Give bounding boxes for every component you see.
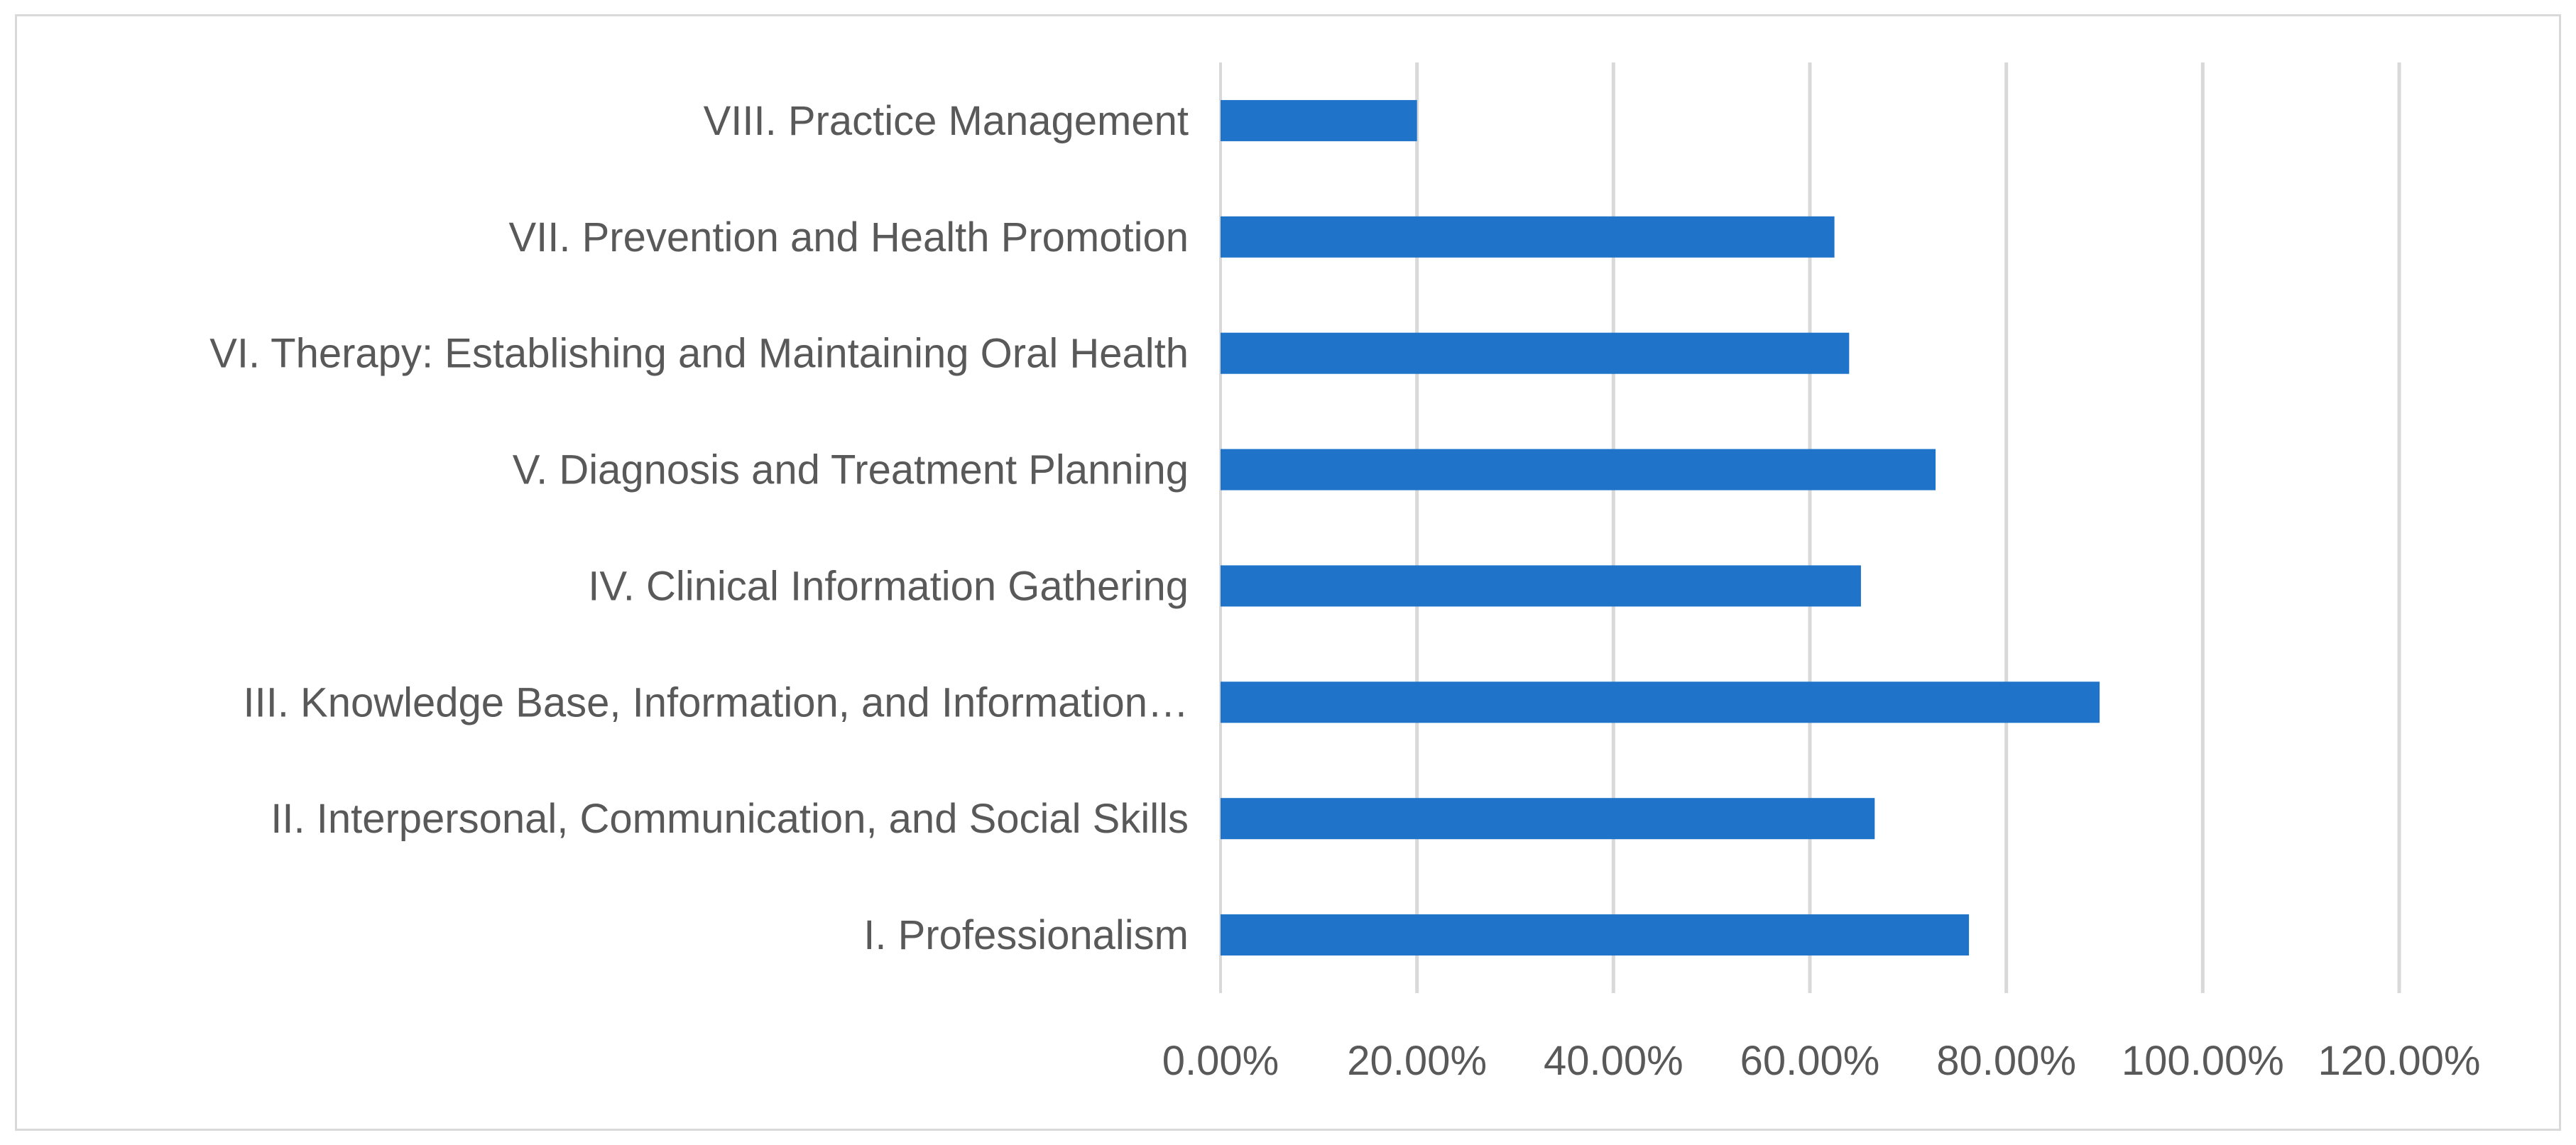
x-tick-label: 40.00%	[1544, 1038, 1683, 1084]
bar	[1221, 99, 1417, 141]
x-axis-tick-labels: 0.00% 20.00% 40.00% 60.00% 80.00% 100.00% 120.…	[1162, 1038, 2481, 1084]
category-label: VII. Prevention and Health Promotion	[508, 214, 1189, 261]
bar	[1221, 914, 1970, 956]
category-label: I. Professionalism	[863, 912, 1189, 958]
bar	[1221, 798, 1875, 840]
x-tick-label: 20.00%	[1347, 1038, 1487, 1084]
x-tick-label: 0.00%	[1162, 1038, 1279, 1084]
grid-lines	[1219, 62, 2401, 993]
bar	[1221, 332, 1850, 374]
category-label: VIII. Practice Management	[704, 98, 1189, 144]
bar	[1221, 565, 1861, 607]
category-label: III. Knowledge Base, Information, and In…	[243, 679, 1189, 725]
category-label: II. Interpersonal, Communication, and So…	[271, 796, 1189, 842]
bar-chart: VIII. Practice Management VII. Prevention…	[209, 62, 2481, 1084]
category-label: VI. Therapy: Establishing and Maintainin…	[209, 331, 1189, 377]
category-label: IV. Clinical Information Gathering	[588, 563, 1189, 609]
category-labels: VIII. Practice Management VII. Prevention…	[209, 98, 1189, 958]
x-tick-label: 100.00%	[2122, 1038, 2284, 1084]
bar	[1221, 216, 1835, 258]
x-tick-label: 60.00%	[1740, 1038, 1880, 1084]
x-tick-label: 120.00%	[2318, 1038, 2481, 1084]
bar	[1221, 449, 1936, 491]
chart-frame: VIII. Practice Management VII. Prevention…	[15, 14, 2561, 1131]
x-tick-label: 80.00%	[1936, 1038, 2076, 1084]
bars	[1221, 99, 2100, 956]
category-label: V. Diagnosis and Treatment Planning	[513, 447, 1189, 493]
bar	[1221, 681, 2100, 723]
